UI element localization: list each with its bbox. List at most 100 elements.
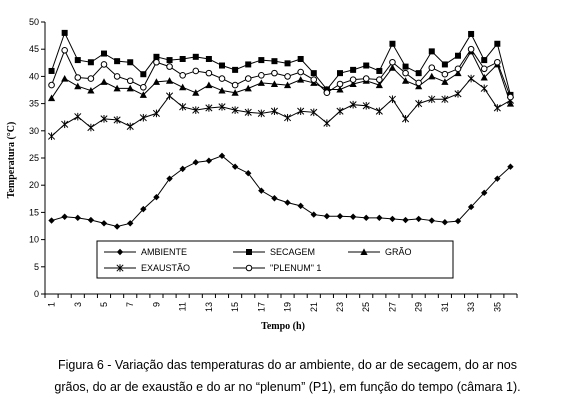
data-point <box>323 213 331 220</box>
data-point <box>271 195 278 202</box>
data-point <box>349 213 357 220</box>
series-line <box>51 77 511 137</box>
data-point <box>48 67 55 74</box>
data-point <box>166 92 174 100</box>
data-point <box>310 108 318 117</box>
y-tick-label: 20 <box>29 180 39 190</box>
data-point <box>87 59 94 66</box>
x-tick-label: 35 <box>492 302 502 312</box>
data-point <box>283 81 292 89</box>
y-tick-label: 50 <box>29 17 39 27</box>
data-point <box>323 119 331 127</box>
data-point <box>231 89 239 96</box>
data-point <box>297 55 304 62</box>
data-point <box>270 107 278 116</box>
legend-marker <box>116 248 124 256</box>
data-point <box>376 67 383 74</box>
data-point <box>153 53 160 60</box>
data-point <box>468 30 475 37</box>
legend-marker <box>245 264 253 272</box>
data-point <box>480 65 488 73</box>
legend-entry: "PLENUM" 1 <box>233 263 321 273</box>
series-line <box>51 155 511 228</box>
data-point <box>61 46 68 54</box>
data-point <box>48 81 55 89</box>
x-tick-label: 3 <box>73 302 83 307</box>
data-point <box>428 217 435 224</box>
x-tick-label: 25 <box>361 302 371 312</box>
legend-marker <box>116 264 124 272</box>
legend-label: AMBIENTE <box>141 247 187 257</box>
data-point <box>337 70 343 77</box>
data-point <box>441 95 449 104</box>
data-point <box>467 45 475 53</box>
legend-label: "PLENUM" 1 <box>270 263 321 273</box>
x-tick-label: 29 <box>414 302 424 312</box>
data-point <box>179 103 187 111</box>
x-tick-label: 33 <box>466 302 476 312</box>
data-point <box>87 123 95 132</box>
series-3 <box>48 74 514 141</box>
data-point <box>74 57 81 64</box>
data-point <box>218 75 226 82</box>
data-point <box>258 57 265 64</box>
data-point <box>219 62 225 69</box>
data-point <box>271 69 278 77</box>
x-tick-label: 13 <box>204 302 214 312</box>
data-point <box>87 86 95 94</box>
data-point <box>61 213 68 220</box>
data-point <box>310 70 317 77</box>
data-point <box>166 63 173 70</box>
data-point <box>114 58 121 65</box>
data-point <box>428 64 436 71</box>
data-point <box>271 58 278 65</box>
data-point <box>192 53 199 60</box>
data-point <box>153 193 160 201</box>
data-point <box>113 73 121 80</box>
data-point <box>113 223 121 230</box>
x-tick-label: 19 <box>283 302 293 312</box>
figure-caption: Figura 6 - Variação das temperaturas do … <box>0 354 575 398</box>
data-point <box>428 95 436 104</box>
data-point <box>284 113 292 122</box>
data-point <box>336 213 344 220</box>
data-point <box>494 40 501 47</box>
data-point <box>323 89 331 97</box>
data-point <box>507 163 514 170</box>
data-point <box>493 104 501 112</box>
data-point <box>376 76 383 83</box>
data-point <box>126 84 134 92</box>
data-point <box>47 94 56 102</box>
data-point <box>166 175 173 182</box>
x-tick-label: 1 <box>47 302 57 307</box>
x-axis-title: Tempo (h) <box>261 321 305 332</box>
legend-entry: AMBIENTE <box>104 247 187 257</box>
data-point <box>100 220 108 227</box>
data-point <box>284 199 291 206</box>
data-point <box>428 48 435 55</box>
data-point <box>140 83 147 91</box>
data-point <box>100 78 108 85</box>
data-point <box>454 90 462 98</box>
data-point <box>284 73 291 80</box>
data-point <box>205 157 213 164</box>
legend-entry: SECAGEM <box>233 247 315 257</box>
data-point <box>441 70 449 78</box>
data-point <box>152 109 160 118</box>
data-point <box>126 122 134 131</box>
data-point <box>74 82 82 90</box>
y-tick-label: 30 <box>29 126 39 136</box>
data-point <box>48 217 55 224</box>
data-point <box>415 70 422 77</box>
chart-series <box>47 29 515 230</box>
data-point <box>218 103 226 111</box>
caption-line-1: Figura 6 - Variação das temperaturas do … <box>57 358 518 372</box>
data-point <box>205 104 213 112</box>
data-point <box>61 74 69 82</box>
data-point <box>61 29 68 36</box>
y-tick-label: 15 <box>29 207 39 217</box>
data-point <box>454 69 462 77</box>
data-point <box>153 58 160 66</box>
data-point <box>297 107 305 116</box>
data-point <box>192 67 200 75</box>
